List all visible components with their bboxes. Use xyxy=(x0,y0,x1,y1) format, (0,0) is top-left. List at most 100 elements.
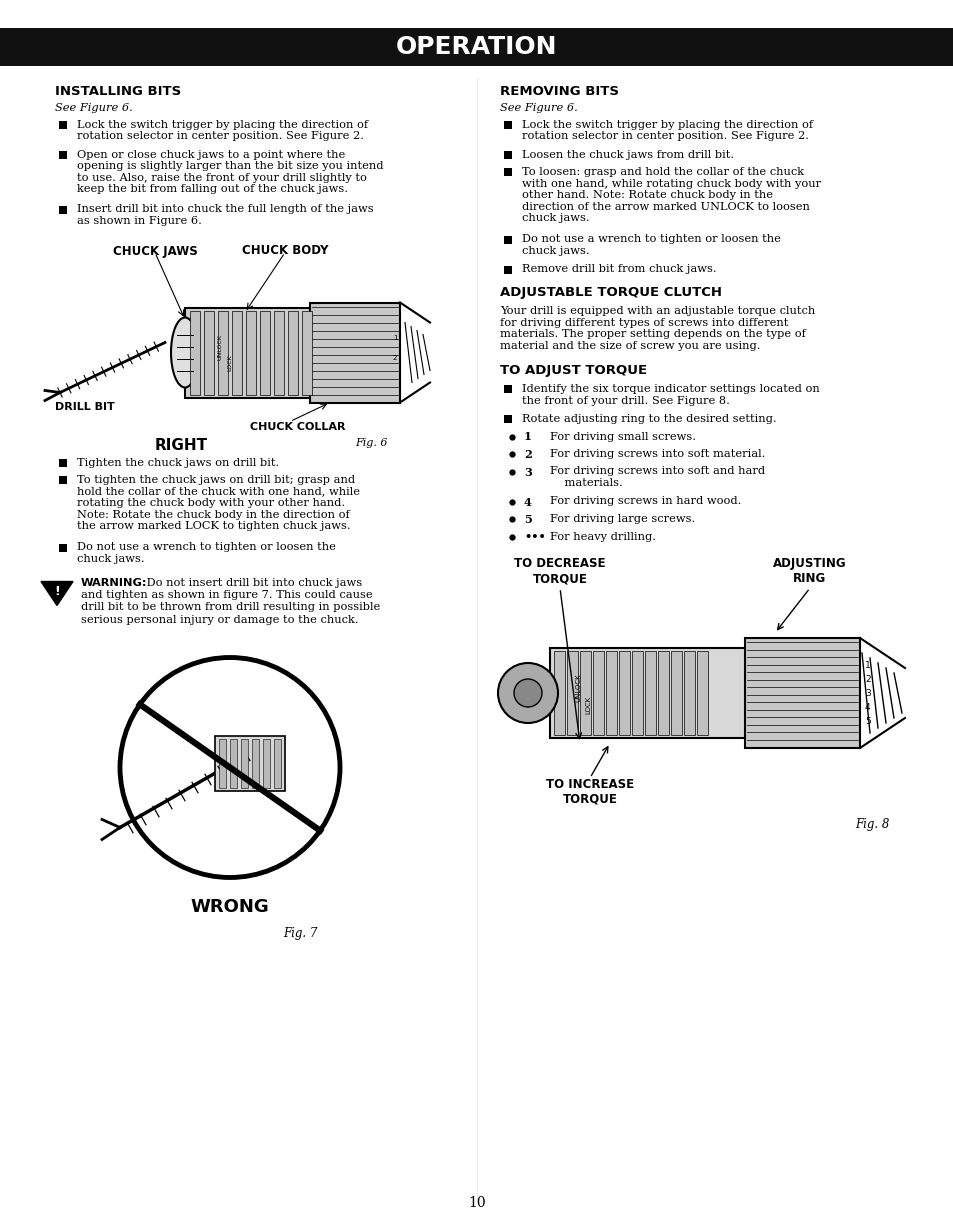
Text: 10: 10 xyxy=(468,1196,485,1211)
Text: For heavy drilling.: For heavy drilling. xyxy=(550,531,656,542)
Text: 4: 4 xyxy=(864,703,870,712)
Text: ADJUSTABLE TORQUE CLUTCH: ADJUSTABLE TORQUE CLUTCH xyxy=(499,286,721,299)
Text: 1: 1 xyxy=(523,431,532,442)
Text: Open or close chuck jaws to a point where the
opening is slightly larger than th: Open or close chuck jaws to a point wher… xyxy=(77,150,383,194)
Bar xyxy=(260,311,270,395)
Text: 3: 3 xyxy=(864,688,870,698)
Bar xyxy=(658,651,668,735)
Text: UNLOCK: UNLOCK xyxy=(575,673,580,702)
Bar xyxy=(274,311,284,395)
Bar xyxy=(59,150,67,159)
Circle shape xyxy=(497,662,558,723)
Bar xyxy=(59,543,67,552)
Text: OPERATION: OPERATION xyxy=(395,34,558,59)
Bar xyxy=(288,311,297,395)
Bar xyxy=(59,205,67,214)
Bar xyxy=(219,739,226,788)
Text: 5: 5 xyxy=(523,514,531,525)
Bar xyxy=(310,302,399,403)
Text: TO INCREASE
TORQUE: TO INCREASE TORQUE xyxy=(545,778,634,806)
Text: LOCK: LOCK xyxy=(584,696,590,714)
Text: CHUCK JAWS: CHUCK JAWS xyxy=(112,245,197,258)
Text: UNLOCK: UNLOCK xyxy=(217,334,222,360)
Bar xyxy=(241,739,248,788)
Bar xyxy=(252,739,258,788)
Text: Fig. 8: Fig. 8 xyxy=(855,819,889,831)
Text: 2: 2 xyxy=(523,449,532,460)
Text: Identify the six torque indicator settings located on
the front of your drill. S: Identify the six torque indicator settin… xyxy=(521,383,819,406)
Text: To loosen: grasp and hold the collar of the chuck
with one hand, while rotating : To loosen: grasp and hold the collar of … xyxy=(521,167,821,224)
Bar xyxy=(744,638,859,748)
Text: LOCK: LOCK xyxy=(227,354,233,371)
Text: TO DECREASE
TORQUE: TO DECREASE TORQUE xyxy=(514,557,605,585)
Text: Lock the switch trigger by placing the direction of
rotation selector in center : Lock the switch trigger by placing the d… xyxy=(77,119,368,141)
Text: INSTALLING BITS: INSTALLING BITS xyxy=(55,85,181,98)
Text: Fig. 7: Fig. 7 xyxy=(282,928,316,940)
Bar xyxy=(566,651,578,735)
Text: 4: 4 xyxy=(523,497,532,508)
Text: TO ADJUST TORQUE: TO ADJUST TORQUE xyxy=(499,364,646,377)
Bar xyxy=(204,311,213,395)
Text: For driving screws into soft material.: For driving screws into soft material. xyxy=(550,449,764,458)
Text: •••: ••• xyxy=(523,531,545,542)
Polygon shape xyxy=(41,581,73,606)
Bar xyxy=(503,236,512,243)
Text: 3: 3 xyxy=(523,467,532,478)
Text: WARNING:: WARNING: xyxy=(81,578,148,587)
Bar xyxy=(605,651,617,735)
Bar xyxy=(59,476,67,484)
Text: Do not insert drill bit into chuck jaws: Do not insert drill bit into chuck jaws xyxy=(143,578,362,587)
Bar xyxy=(214,735,285,790)
Bar xyxy=(263,739,270,788)
Text: RIGHT: RIGHT xyxy=(154,438,208,452)
Bar xyxy=(246,311,255,395)
Bar xyxy=(302,311,312,395)
Bar xyxy=(579,651,590,735)
Text: 2: 2 xyxy=(393,354,396,360)
Bar xyxy=(644,651,656,735)
Text: Insert drill bit into chuck the full length of the jaws
as shown in Figure 6.: Insert drill bit into chuck the full len… xyxy=(77,204,374,226)
Text: CHUCK COLLAR: CHUCK COLLAR xyxy=(250,423,345,433)
Bar xyxy=(232,311,242,395)
Text: See Figure 6.: See Figure 6. xyxy=(55,103,132,113)
Text: Do not use a wrench to tighten or loosen the
chuck jaws.: Do not use a wrench to tighten or loosen… xyxy=(77,542,335,564)
Text: DRILL BIT: DRILL BIT xyxy=(55,403,114,413)
Bar xyxy=(503,265,512,274)
Text: REMOVING BITS: REMOVING BITS xyxy=(499,85,618,98)
Bar xyxy=(59,458,67,467)
Text: Remove drill bit from chuck jaws.: Remove drill bit from chuck jaws. xyxy=(521,264,716,274)
Text: Rotate adjusting ring to the desired setting.: Rotate adjusting ring to the desired set… xyxy=(521,414,776,424)
Text: and tighten as shown in figure 7. This could cause: and tighten as shown in figure 7. This c… xyxy=(81,590,373,600)
Text: Tighten the chuck jaws on drill bit.: Tighten the chuck jaws on drill bit. xyxy=(77,457,279,467)
Bar xyxy=(618,651,629,735)
Bar xyxy=(550,648,754,737)
Bar xyxy=(593,651,603,735)
Bar xyxy=(670,651,681,735)
Bar xyxy=(554,651,564,735)
Text: For driving small screws.: For driving small screws. xyxy=(550,431,696,441)
Text: WRONG: WRONG xyxy=(191,897,269,916)
Bar xyxy=(0,28,953,66)
Text: serious personal injury or damage to the chuck.: serious personal injury or damage to the… xyxy=(81,614,358,626)
Text: 2: 2 xyxy=(864,675,870,683)
Text: 1: 1 xyxy=(393,334,396,340)
Text: CHUCK BODY: CHUCK BODY xyxy=(241,245,328,258)
Bar xyxy=(503,385,512,393)
Text: Do not use a wrench to tighten or loosen the
chuck jaws.: Do not use a wrench to tighten or loosen… xyxy=(521,235,781,256)
Ellipse shape xyxy=(171,317,199,387)
Bar xyxy=(218,311,228,395)
Text: See Figure 6.: See Figure 6. xyxy=(499,103,578,113)
Bar xyxy=(631,651,642,735)
Text: For driving large screws.: For driving large screws. xyxy=(550,514,695,524)
Text: Lock the switch trigger by placing the direction of
rotation selector in center : Lock the switch trigger by placing the d… xyxy=(521,119,812,141)
Text: Fig. 6: Fig. 6 xyxy=(355,438,387,447)
Text: drill bit to be thrown from drill resulting in possible: drill bit to be thrown from drill result… xyxy=(81,602,380,612)
Bar xyxy=(503,415,512,423)
Text: To tighten the chuck jaws on drill bit; grasp and
hold the collar of the chuck w: To tighten the chuck jaws on drill bit; … xyxy=(77,474,359,531)
Text: For driving screws into soft and hard
    materials.: For driving screws into soft and hard ma… xyxy=(550,467,764,488)
Text: 5: 5 xyxy=(864,717,870,725)
Text: Loosen the chuck jaws from drill bit.: Loosen the chuck jaws from drill bit. xyxy=(521,150,734,160)
Text: !: ! xyxy=(54,585,60,599)
Bar xyxy=(503,168,512,176)
Bar xyxy=(190,311,200,395)
